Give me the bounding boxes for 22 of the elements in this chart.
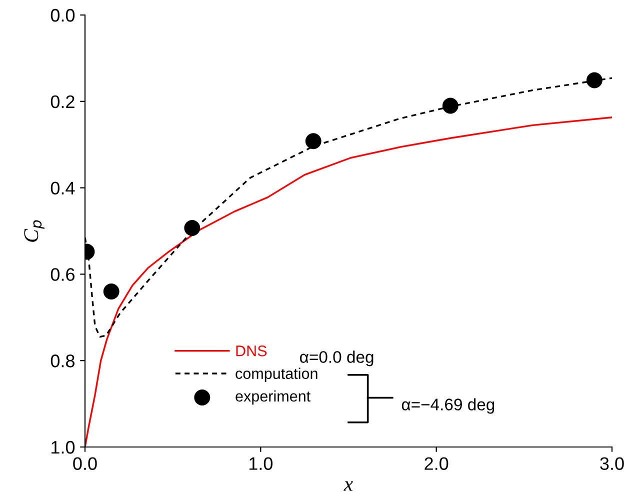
x-tick-label: 3.0: [600, 457, 624, 470]
legend-label: computation: [236, 368, 318, 382]
point: [184, 220, 200, 236]
y-tick-label: 1.0: [52, 440, 75, 454]
x-tick-label: 0.0: [73, 457, 97, 470]
y-tick-label: 0.0: [50, 8, 75, 22]
x-tick-label: 1.0: [249, 457, 273, 470]
legend-label: DNS: [236, 346, 267, 356]
y-tick-label: 0.2: [50, 95, 74, 108]
point: [586, 72, 602, 88]
legend-label: experiment: [236, 390, 310, 405]
x-tick-label: 2.0: [424, 457, 448, 470]
x-axis-title: x: [344, 481, 353, 491]
annotation: α=−4.69 deg: [402, 398, 494, 414]
y-tick-label: 0.8: [50, 354, 74, 368]
annotation: α=0.0 deg: [300, 350, 374, 366]
y-tick-label: 0.4: [50, 182, 75, 195]
point: [103, 284, 120, 300]
y-tick-label: 0.6: [50, 268, 74, 281]
y-axis-title: C$_{p}$: [24, 220, 44, 242]
point: [442, 98, 458, 114]
point: [305, 133, 322, 150]
